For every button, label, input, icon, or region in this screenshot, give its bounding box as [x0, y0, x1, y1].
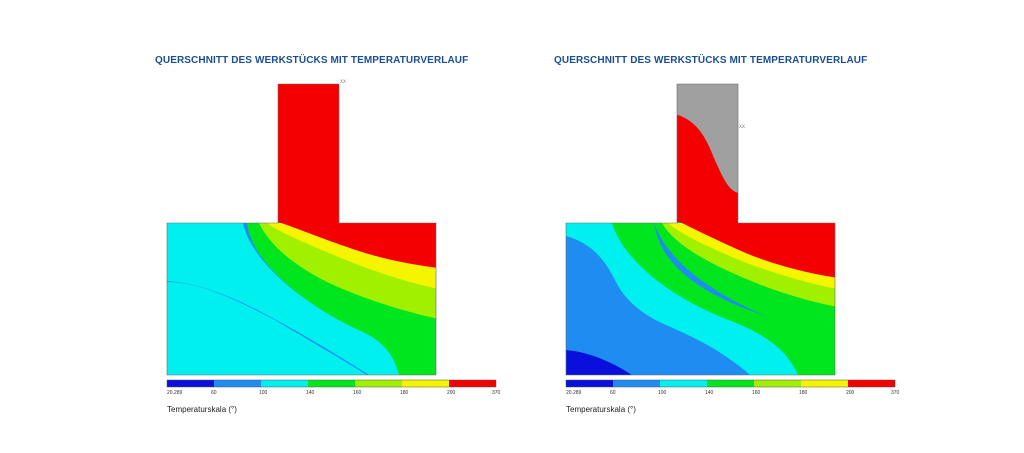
scale-tick: 370: [492, 390, 501, 396]
cross-section-plot: [166, 83, 497, 388]
probe-marker: XX: [739, 124, 746, 130]
scale-tick: 160: [353, 390, 362, 396]
zone-band-3-fill: [167, 223, 399, 375]
scale-label: Temperaturskala (°): [566, 405, 636, 414]
cross-section-plot: [565, 83, 896, 388]
scale-tick: 60: [610, 390, 616, 396]
scale-tick: 160: [752, 390, 761, 396]
workpiece-outline: [565, 83, 836, 376]
panel-right: QUERSCHNITT DES WERKSTÜCKS MIT TEMPERATU…: [554, 0, 974, 453]
scale-tick: 180: [400, 390, 409, 396]
scale-tick: 100: [259, 390, 268, 396]
scale-tick: 370: [891, 390, 900, 396]
scale-label: Temperaturskala (°): [167, 405, 237, 414]
scale-tick: 140: [705, 390, 714, 396]
color-scale-bar: [166, 379, 497, 388]
zone-unfilled: [677, 84, 738, 193]
workpiece-outline: [166, 83, 437, 376]
zone-band-1: [566, 350, 632, 375]
scale-tick: 100: [658, 390, 667, 396]
scale-tick: 20.289: [167, 390, 183, 396]
panel-title: QUERSCHNITT DES WERKSTÜCKS MIT TEMPERATU…: [155, 55, 469, 66]
scale-tick: 200: [846, 390, 855, 396]
probe-marker: XX: [340, 79, 347, 85]
color-scale-bar: [565, 379, 896, 388]
panel-left: QUERSCHNITT DES WERKSTÜCKS MIT TEMPERATU…: [155, 0, 575, 453]
scale-tick: 140: [306, 390, 315, 396]
scale-tick: 60: [211, 390, 217, 396]
zone-band-3: [566, 223, 798, 375]
scale-tick: 180: [799, 390, 808, 396]
scale-tick: 20.289: [566, 390, 582, 396]
scale-tick: 200: [447, 390, 456, 396]
panel-title: QUERSCHNITT DES WERKSTÜCKS MIT TEMPERATU…: [554, 55, 868, 66]
